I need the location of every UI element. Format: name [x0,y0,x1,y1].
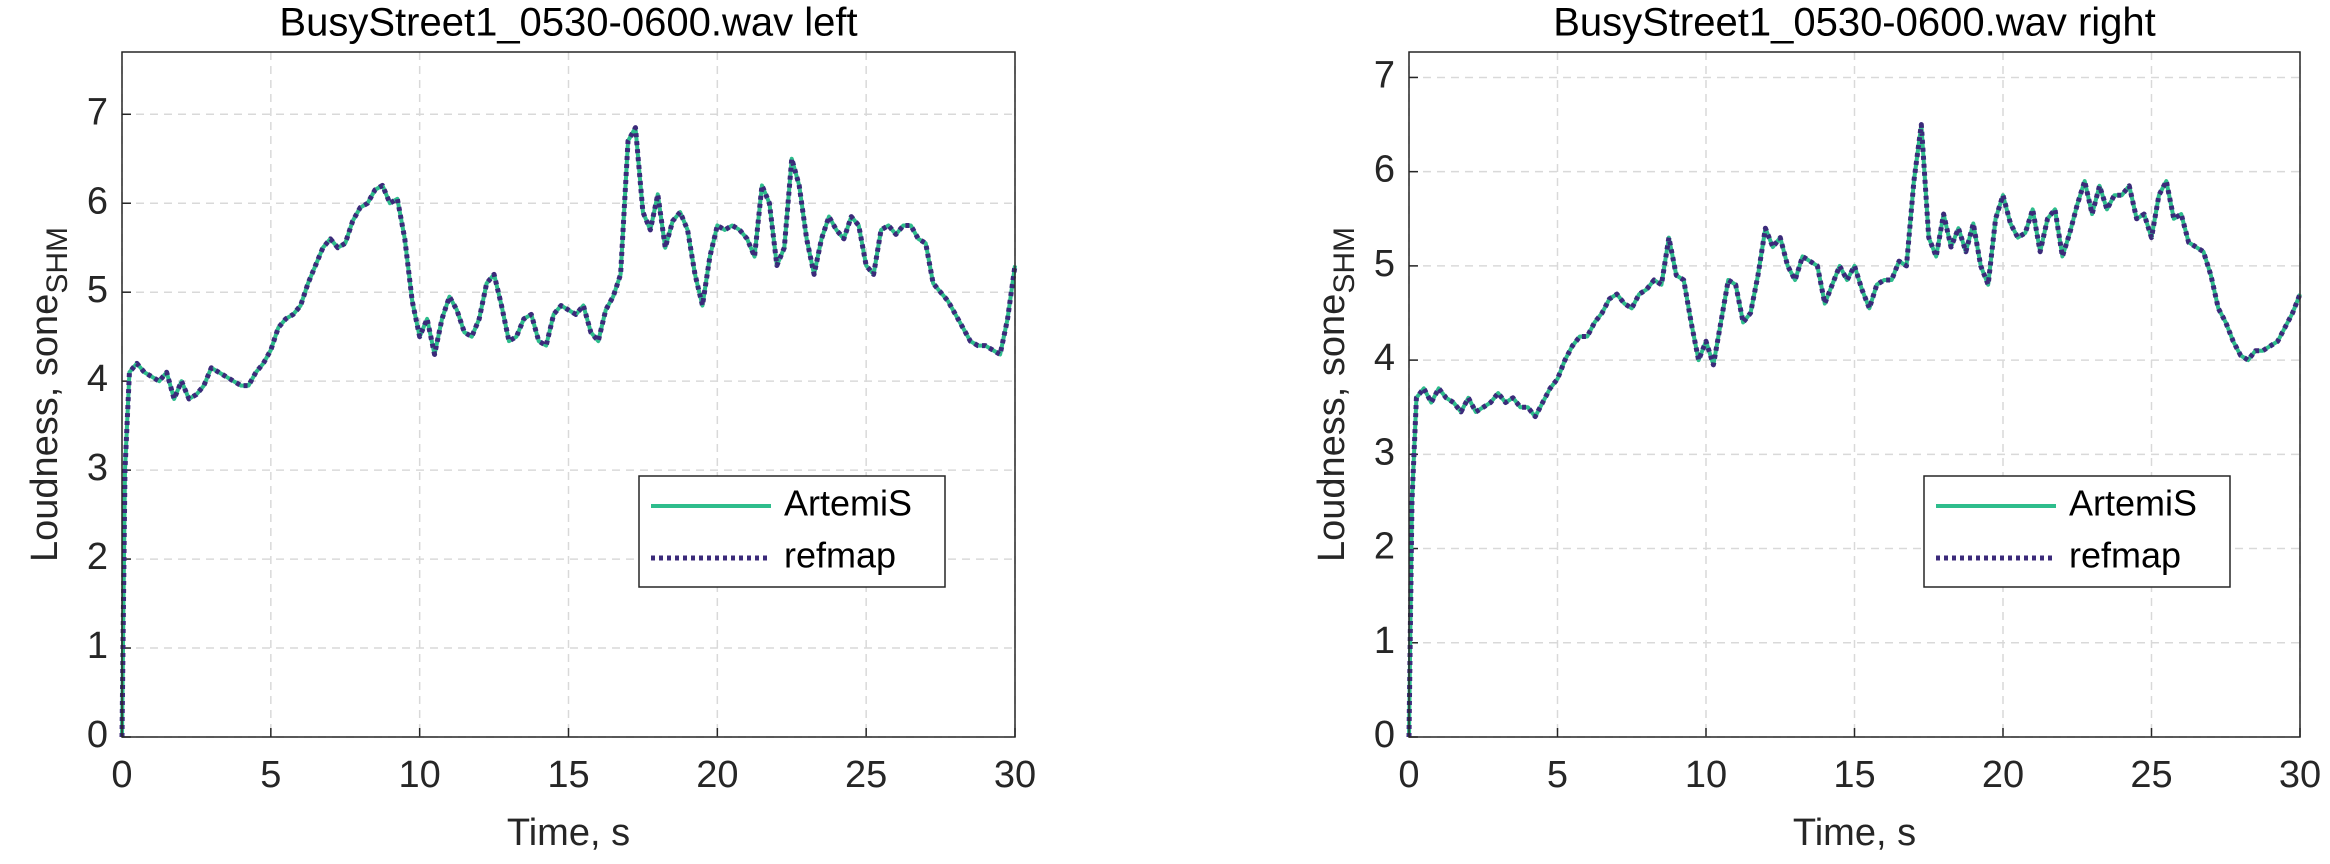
chart-title: BusyStreet1_0530-0600.wav left [279,1,857,45]
y-tick-label: 2 [1374,526,1395,568]
y-axis-label: Loudness, soneSHM [1311,227,1361,562]
x-tick-label: 10 [399,754,441,796]
y-tick-label: 0 [87,714,108,756]
x-tick-label: 15 [1833,754,1875,796]
x-tick-label: 30 [994,754,1036,796]
y-tick-label: 5 [87,269,108,311]
x-tick-label: 10 [1685,754,1727,796]
y-tick-label: 7 [1374,54,1395,96]
x-tick-label: 0 [111,754,132,796]
y-tick-label: 1 [1374,620,1395,662]
y-tick-label: 0 [1374,714,1395,756]
x-axis-label: Time, s [507,812,630,854]
x-tick-label: 20 [1982,754,2024,796]
legend-label: ArtemiS [2069,483,2197,524]
x-tick-label: 5 [260,754,281,796]
y-axis-label: Loudness, soneSHM [24,227,74,562]
y-tick-label: 3 [1374,431,1395,473]
x-tick-label: 20 [696,754,738,796]
y-tick-label: 7 [87,91,108,133]
x-axis-label: Time, s [1793,812,1916,854]
y-axis-label-main: Loudness, sone [1311,294,1353,562]
x-tick-label: 0 [1398,754,1419,796]
y-axis-label-subscript: SHM [1328,227,1361,294]
line-series [119,125,1018,738]
y-tick-label: 6 [1374,149,1395,191]
legend-box [1923,475,2231,588]
y-tick-label: 6 [87,180,108,222]
axes-box [1408,51,2301,738]
y-tick-label: 2 [87,536,108,578]
legend-box [638,475,946,588]
y-tick-label: 5 [1374,243,1395,285]
x-tick-label: 5 [1547,754,1568,796]
legend-label: refmap [784,535,896,576]
legend-label: refmap [2069,535,2181,576]
legend-label: ArtemiS [784,483,912,524]
y-tick-label: 3 [87,447,108,489]
chart-title: BusyStreet1_0530-0600.wav right [1553,1,2156,45]
y-tick-label: 4 [1374,337,1395,379]
x-tick-label: 15 [547,754,589,796]
y-axis-label-subscript: SHM [41,227,74,294]
x-tick-label: 25 [2130,754,2172,796]
x-tick-label: 30 [2279,754,2321,796]
axes-box [121,51,1016,738]
x-tick-label: 25 [845,754,887,796]
line-series [1406,122,2303,738]
y-axis-label-main: Loudness, sone [24,294,66,562]
y-tick-label: 1 [87,625,108,667]
y-tick-label: 4 [87,358,108,400]
